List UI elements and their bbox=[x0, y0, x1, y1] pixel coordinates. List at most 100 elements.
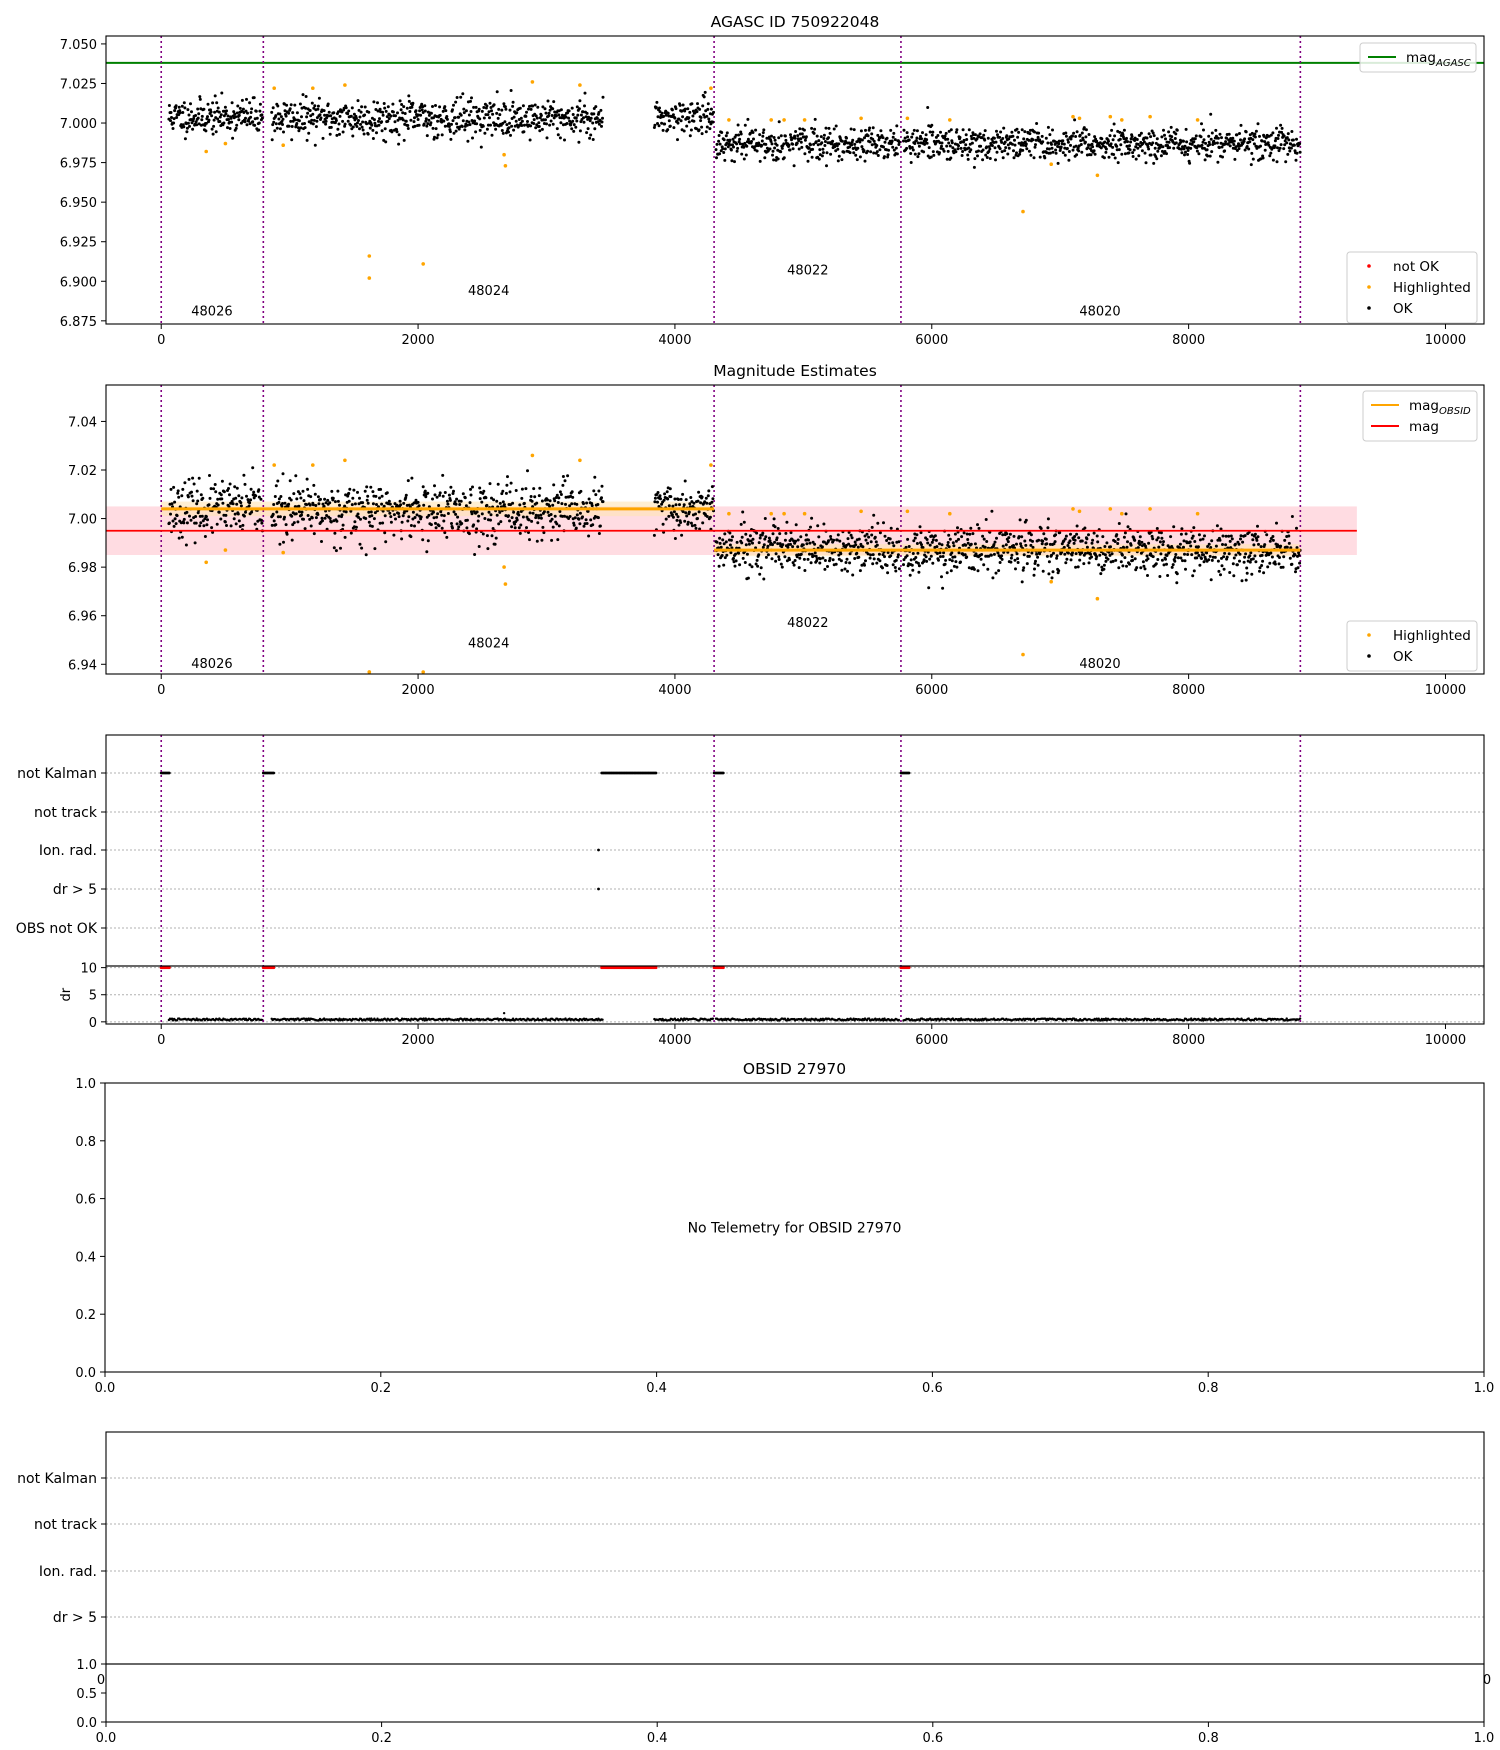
ok-point bbox=[250, 510, 254, 514]
ok-point bbox=[489, 513, 493, 517]
not-kalman-point bbox=[721, 771, 725, 775]
ok-point bbox=[1025, 147, 1029, 151]
ok-point bbox=[843, 567, 847, 571]
ok-point bbox=[821, 147, 825, 151]
ok-point bbox=[800, 145, 804, 149]
ok-point bbox=[1093, 152, 1097, 156]
ok-point bbox=[696, 499, 700, 503]
ok-point bbox=[955, 128, 959, 132]
ok-point bbox=[300, 513, 303, 517]
ok-point bbox=[1011, 134, 1015, 138]
ok-point bbox=[329, 520, 333, 524]
highlighted-point bbox=[223, 548, 228, 552]
ok-point bbox=[1013, 558, 1017, 562]
dr-tick-label: 10 bbox=[80, 962, 97, 977]
ok-point bbox=[722, 542, 726, 546]
ok-point bbox=[1155, 137, 1159, 141]
ok-point bbox=[1137, 539, 1141, 543]
ok-point bbox=[1240, 579, 1244, 583]
ok-point bbox=[887, 541, 891, 545]
ok-point bbox=[451, 108, 454, 112]
ok-point bbox=[433, 493, 437, 497]
ok-point bbox=[1159, 531, 1163, 535]
ok-point bbox=[971, 532, 975, 536]
ok-point bbox=[1073, 118, 1077, 122]
ok-point bbox=[914, 139, 918, 143]
ok-point bbox=[1262, 134, 1266, 138]
ok-point bbox=[1033, 130, 1036, 134]
ok-point bbox=[1158, 575, 1162, 578]
ok-point bbox=[1010, 553, 1014, 557]
ok-point bbox=[886, 155, 890, 159]
ok-point bbox=[582, 120, 586, 124]
ok-point bbox=[212, 124, 216, 128]
ok-point bbox=[227, 505, 231, 509]
ok-point bbox=[252, 96, 256, 100]
ok-point bbox=[169, 111, 173, 114]
ok-point bbox=[471, 136, 474, 140]
ok-point bbox=[197, 112, 201, 116]
ok-point bbox=[783, 538, 787, 542]
ok-point bbox=[318, 113, 322, 117]
ok-point bbox=[554, 496, 558, 499]
ok-point bbox=[231, 502, 235, 506]
ok-point bbox=[913, 536, 917, 540]
highlighted-point bbox=[709, 86, 713, 90]
highlighted-point bbox=[1095, 173, 1100, 178]
ok-point bbox=[794, 539, 798, 543]
ok-point bbox=[460, 522, 464, 525]
ok-point bbox=[172, 117, 176, 121]
ok-point bbox=[872, 151, 876, 155]
ok-point bbox=[414, 109, 418, 113]
ok-point bbox=[1182, 539, 1186, 543]
highlighted-point bbox=[1195, 511, 1200, 516]
ok-point bbox=[1244, 552, 1248, 556]
highlighted-point bbox=[802, 118, 807, 122]
ok-point bbox=[1089, 552, 1092, 556]
ok-point bbox=[1245, 571, 1249, 575]
ok-point bbox=[1233, 542, 1237, 546]
ok-point bbox=[755, 531, 759, 535]
ok-point bbox=[723, 147, 727, 151]
ok-point bbox=[420, 102, 424, 106]
ok-point bbox=[803, 138, 807, 142]
ok-point bbox=[307, 131, 311, 135]
ok-point bbox=[1289, 146, 1293, 150]
ok-point bbox=[541, 105, 545, 109]
ok-point bbox=[1251, 138, 1255, 142]
ok-point bbox=[425, 550, 429, 554]
ok-point bbox=[758, 159, 762, 163]
ok-point bbox=[763, 156, 767, 160]
ok-point bbox=[662, 498, 666, 502]
ok-point bbox=[997, 569, 1001, 573]
highlighted-point bbox=[769, 511, 773, 516]
ok-point bbox=[361, 128, 365, 132]
ok-point bbox=[989, 553, 993, 557]
ok-point bbox=[224, 112, 228, 116]
ok-point bbox=[1155, 538, 1159, 542]
ok-point bbox=[1243, 555, 1247, 559]
ok-point bbox=[752, 137, 755, 141]
ok-point bbox=[682, 503, 686, 507]
ok-point bbox=[1176, 556, 1180, 560]
ok-point bbox=[679, 521, 683, 524]
ok-point bbox=[907, 138, 911, 142]
ok-point bbox=[540, 538, 544, 542]
ok-point bbox=[1207, 134, 1211, 138]
ok-point bbox=[185, 130, 189, 134]
ok-point bbox=[503, 105, 507, 109]
ok-point bbox=[443, 124, 447, 128]
ok-point bbox=[1213, 141, 1217, 145]
ok-point bbox=[895, 124, 899, 128]
ok-point bbox=[469, 110, 473, 113]
ok-point bbox=[911, 552, 915, 555]
ok-point bbox=[494, 536, 498, 540]
ok-point bbox=[1149, 153, 1153, 157]
ok-point bbox=[818, 557, 822, 561]
ok-point bbox=[921, 131, 924, 135]
ok-point bbox=[931, 538, 935, 542]
ok-point bbox=[700, 132, 704, 136]
ok-point bbox=[570, 106, 574, 110]
ok-point bbox=[393, 502, 397, 506]
ok-point bbox=[236, 104, 240, 108]
